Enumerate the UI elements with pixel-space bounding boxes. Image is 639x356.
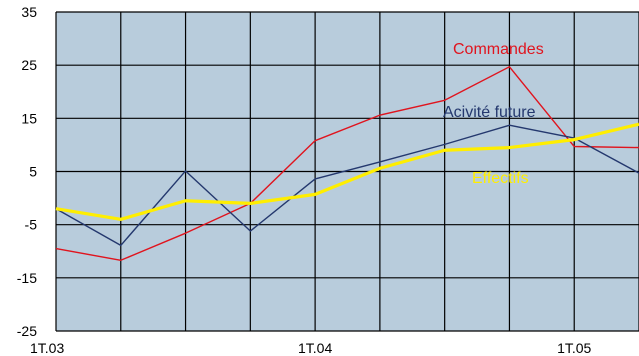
y-axis-ticks: 35 25 15 5 -5 -15 -25 xyxy=(17,4,37,339)
x-tick-label: 1T.03 xyxy=(30,340,64,356)
y-tick-label: -5 xyxy=(25,217,38,233)
y-tick-label: 15 xyxy=(21,110,37,126)
y-tick-label: -25 xyxy=(17,323,37,339)
y-tick-label: 35 xyxy=(21,4,37,20)
y-tick-label: 5 xyxy=(29,164,37,180)
series-label-3: Effectifs xyxy=(472,170,529,187)
y-tick-label: 25 xyxy=(21,57,37,73)
series-layer xyxy=(55,66,639,261)
series-labels: Commandes Acivité future Effectifs xyxy=(443,41,544,187)
x-tick-label: 1T.05 xyxy=(557,340,591,356)
series-label-2: Acivité future xyxy=(443,104,536,121)
x-tick-label: 1T.04 xyxy=(298,340,332,356)
series-line-2 xyxy=(55,124,639,247)
x-axis-ticks: 1T.03 1T.04 1T.05 xyxy=(30,340,592,356)
series-label-1: Commandes xyxy=(453,41,544,58)
series-line-1 xyxy=(55,66,639,261)
y-tick-label: -15 xyxy=(17,270,37,286)
series-line-3 xyxy=(55,122,639,221)
